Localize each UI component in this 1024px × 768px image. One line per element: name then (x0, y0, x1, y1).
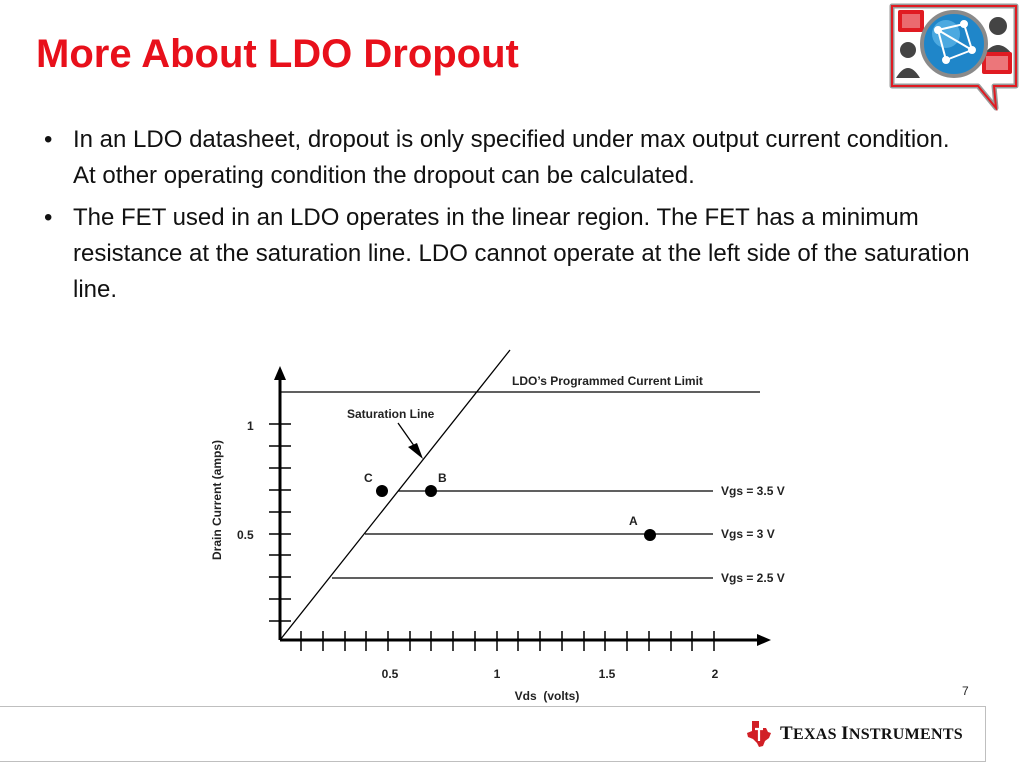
y-tick-label-0-5: 0.5 (237, 528, 254, 542)
y-tick-label-1: 1 (247, 419, 254, 433)
x-tick-label-2: 2 (712, 667, 719, 681)
saturation-line (279, 349, 511, 641)
x-tick-label-1: 1 (494, 667, 501, 681)
y-axis-arrow (274, 366, 286, 380)
x-axis-label: Vds (volts) (515, 689, 580, 703)
curve-label-vgs-3: Vgs = 3 V (721, 527, 775, 541)
ldo-iv-characteristic-diagram: LDO’s Programmed Current Limit Saturatio… (210, 349, 785, 703)
saturation-line-label: Saturation Line (347, 407, 435, 421)
point-b-label: B (438, 471, 447, 485)
ti-state-icon (747, 721, 771, 747)
texas-instruments-logo: TEXAS INSTRUMENTS (744, 719, 963, 749)
page-number: 7 (962, 684, 969, 698)
point-c-label: C (364, 471, 373, 485)
slide-title: More About LDO Dropout (36, 32, 519, 76)
x-axis-ticks (300, 631, 715, 651)
ti-wordmark: TEXAS INSTRUMENTS (780, 723, 964, 744)
bullet-list: In an LDO datasheet, dropout is only spe… (42, 122, 972, 314)
point-c (376, 485, 388, 497)
x-tick-label-1-5: 1.5 (599, 667, 616, 681)
curve-label-vgs-2-5: Vgs = 2.5 V (721, 571, 785, 585)
x-tick-label-0-5: 0.5 (382, 667, 399, 681)
conference-logo-icon (889, 3, 1019, 112)
bullet-item: In an LDO datasheet, dropout is only spe… (42, 122, 972, 194)
curve-label-vgs-3-5: Vgs = 3.5 V (721, 484, 785, 498)
point-b (425, 485, 437, 497)
slide-footer (0, 706, 986, 762)
bullet-item: The FET used in an LDO operates in the l… (42, 200, 972, 308)
y-axis-ticks (269, 423, 291, 622)
point-a-label: A (629, 514, 638, 528)
point-a (644, 529, 656, 541)
x-axis-arrow (757, 634, 771, 646)
saturation-pointer-arrow (408, 443, 423, 459)
current-limit-label: LDO’s Programmed Current Limit (512, 374, 703, 388)
y-axis-label: Drain Current (amps) (210, 440, 224, 560)
operating-points (376, 485, 656, 541)
